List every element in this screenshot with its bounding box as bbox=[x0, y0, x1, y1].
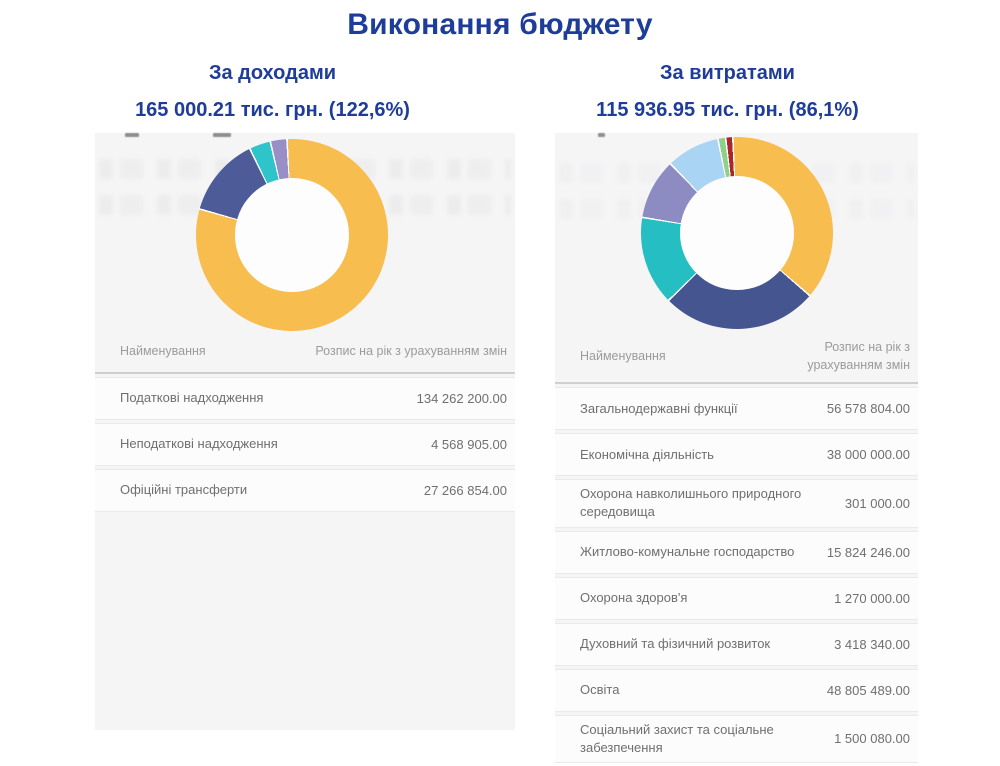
row-value: 15 824 246.00 bbox=[826, 544, 910, 560]
table-row: Податкові надходження 134 262 200.00 bbox=[95, 377, 515, 420]
income-heading: За доходами bbox=[208, 62, 337, 84]
table-row: Охорона здоров'я 1 270 000.00 bbox=[555, 576, 918, 620]
income-table-body: Податкові надходження 134 262 200.00 Непод… bbox=[95, 377, 515, 512]
row-label: Духовний та фізичний розвиток bbox=[580, 636, 771, 652]
expense-donut-chart bbox=[641, 137, 833, 329]
table-row: Економічна діяльність 38 000 000.00 bbox=[555, 433, 918, 477]
row-value: 27 266 854.00 bbox=[423, 483, 507, 498]
table-row: Соціальний захист та соціальне забезпече… bbox=[555, 714, 918, 763]
table-row: Житлово-комунальне господарство 15 824 24… bbox=[555, 530, 918, 574]
cropped-text-artifact bbox=[213, 133, 231, 137]
table-row: Духовний та фізичний розвиток 3 418 340.0… bbox=[555, 622, 918, 666]
income-table: Найменування Розпис на рік з урахуванням… bbox=[95, 330, 515, 515]
row-value: 38 000 000.00 bbox=[826, 447, 910, 463]
expense-amount: 115 936.95 тис. грн. (86,1%) bbox=[596, 99, 859, 121]
column-header-name: Найменування bbox=[580, 349, 666, 364]
column-header-value: Розпис на рік з урахуванням змін bbox=[315, 343, 507, 358]
table-row: Загальнодержавні функції 56 578 804.00 bbox=[555, 387, 918, 431]
expense-table: Найменування Розпис на рік з урахуванням… bbox=[555, 330, 918, 766]
row-label: Житлово-комунальне господарство bbox=[580, 544, 795, 560]
income-donut-chart bbox=[196, 139, 388, 331]
income-table-header: Найменування Розпис на рік з урахуванням… bbox=[95, 330, 515, 374]
row-label: Освіта bbox=[580, 682, 620, 698]
row-label: Охорона здоров'я bbox=[580, 590, 688, 606]
row-value: 56 578 804.00 bbox=[826, 401, 910, 417]
expense-table-header: Найменування Розпис на рік з урахуванням… bbox=[555, 330, 918, 385]
income-panel: Найменування Розпис на рік з урахуванням… bbox=[95, 133, 515, 730]
table-row: Офіційні трансферти 27 266 854.00 bbox=[95, 469, 515, 512]
income-amount: 165 000.21 тис. грн. (122,6%) bbox=[135, 99, 410, 121]
row-value: 4 568 905.00 bbox=[431, 437, 507, 452]
cropped-text-artifact bbox=[598, 133, 605, 137]
row-value: 301 000.00 bbox=[844, 495, 910, 511]
row-label: Охорона навколишнього природного середов… bbox=[580, 486, 802, 520]
cropped-text-artifact bbox=[125, 133, 139, 137]
row-label: Загальнодержавні функції bbox=[580, 400, 738, 416]
column-header-name: Найменування bbox=[120, 343, 206, 358]
row-value: 1 270 000.00 bbox=[834, 590, 910, 606]
row-value: 1 500 080.00 bbox=[834, 731, 910, 747]
row-label: Податкові надходження bbox=[120, 390, 264, 406]
column-header-value: Розпис на рік з урахуванням змін bbox=[807, 340, 910, 373]
table-row: Неподаткові надходження 4 568 905.00 bbox=[95, 423, 515, 466]
expense-table-body: Загальнодержавні функції 56 578 804.00 Еко… bbox=[555, 387, 918, 763]
row-label: Економічна діяльність bbox=[580, 446, 714, 462]
row-value: 3 418 340.00 bbox=[834, 636, 910, 652]
expense-panel: Найменування Розпис на рік з урахуванням… bbox=[555, 133, 918, 763]
expense-heading: За витратами bbox=[660, 62, 795, 84]
row-label: Офіційні трансферти bbox=[120, 482, 248, 498]
table-row: Освіта 48 805 489.00 bbox=[555, 668, 918, 712]
row-value: 134 262 200.00 bbox=[416, 391, 507, 406]
row-label: Соціальний захист та соціальне забезпече… bbox=[580, 721, 774, 755]
table-row: Охорона навколишнього природного середов… bbox=[555, 479, 918, 528]
page-title: Виконання бюджету bbox=[347, 8, 653, 41]
row-value: 48 805 489.00 bbox=[826, 682, 910, 698]
row-label: Неподаткові надходження bbox=[120, 436, 278, 452]
